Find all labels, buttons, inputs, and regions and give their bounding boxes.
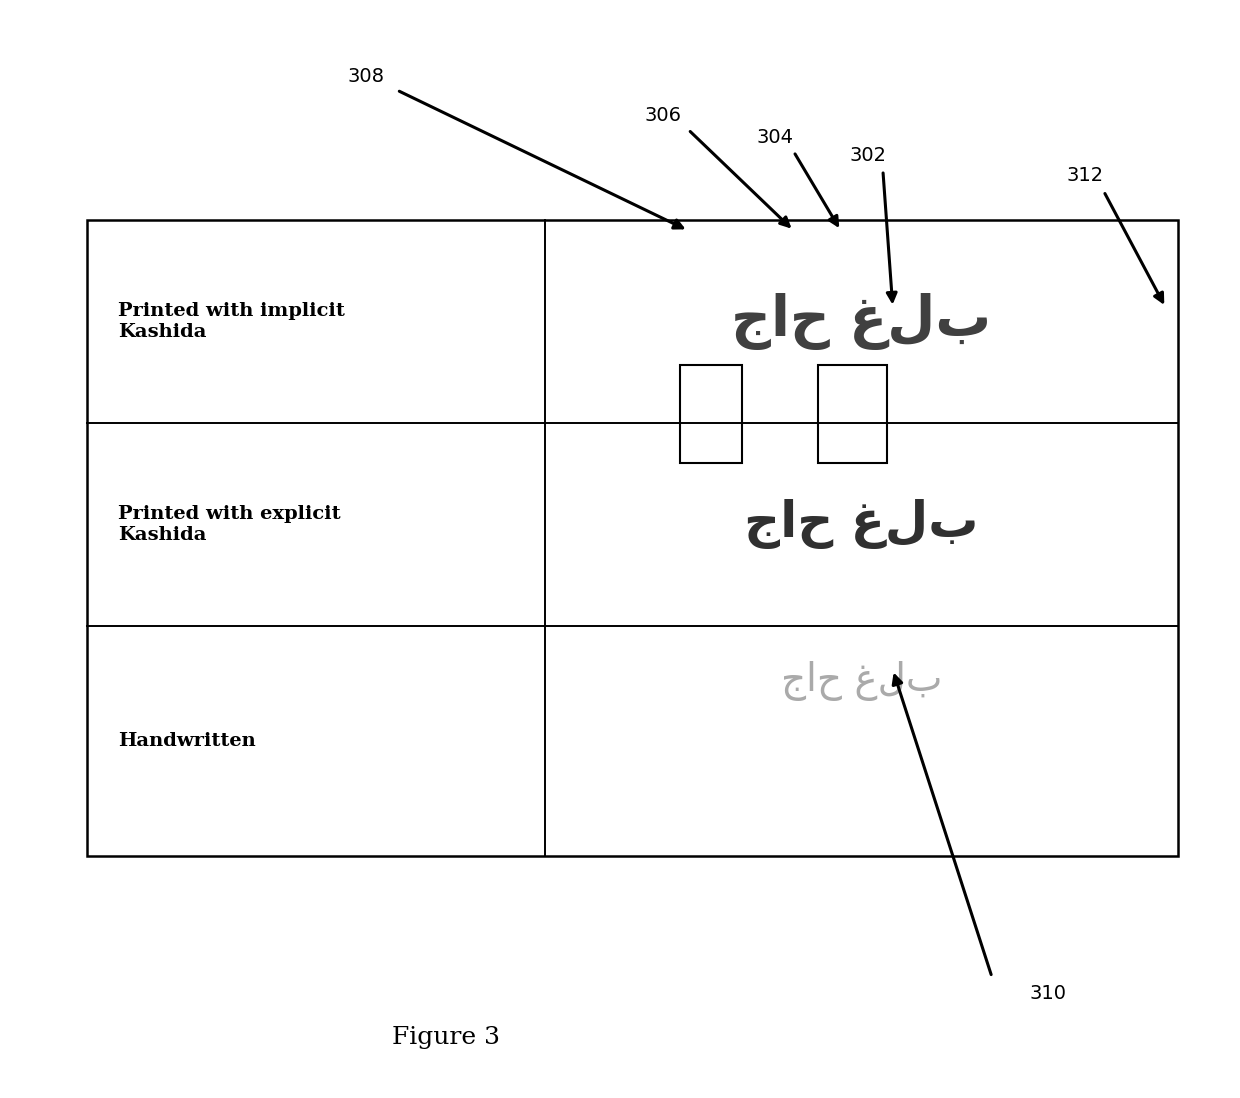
Text: Printed with explicit
Kashida: Printed with explicit Kashida [118,505,341,544]
Text: Handwritten: Handwritten [118,732,255,750]
Text: 312: 312 [1066,166,1104,186]
Text: 308: 308 [347,67,384,87]
Text: جاح غلب: جاح غلب [732,293,992,349]
Bar [87,220,1178,856]
Text: 310: 310 [1029,984,1066,1004]
Text: 306: 306 [645,105,682,125]
Text: جاح غلب: جاح غلب [781,661,942,701]
Text: 302: 302 [849,146,887,166]
Text: Printed with implicit
Kashida: Printed with implicit Kashida [118,302,345,340]
Text: 304: 304 [756,127,794,147]
Text: Figure 3: Figure 3 [392,1027,501,1049]
Text: جاح غلب: جاح غلب [744,500,978,549]
Bar [818,365,887,463]
Bar [680,365,742,463]
